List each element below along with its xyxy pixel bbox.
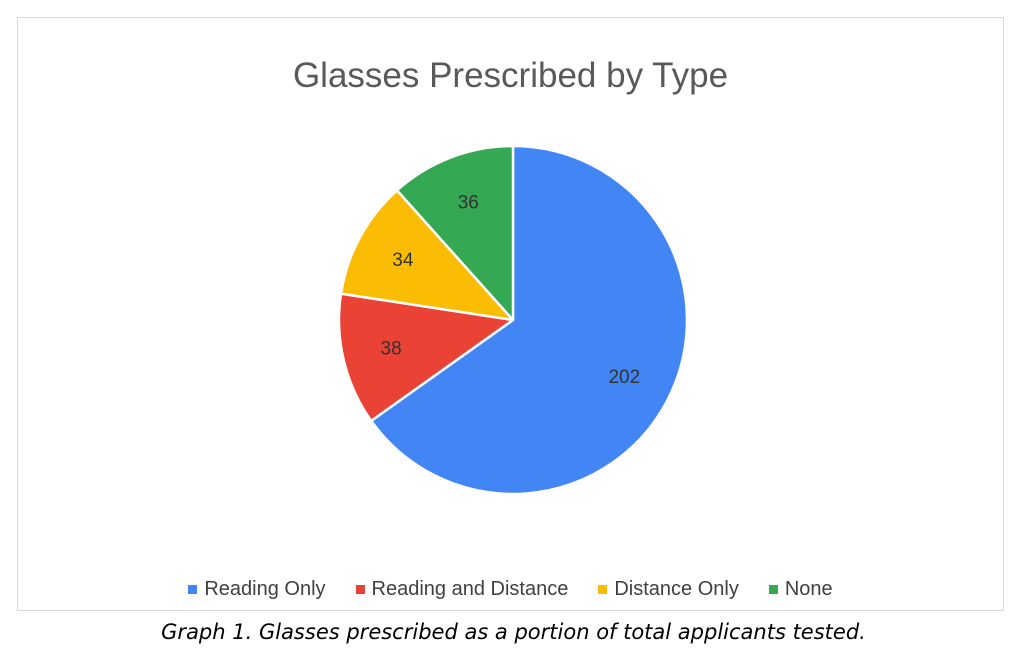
pie-slices [337,144,689,496]
pie-slice-reading-only [369,144,689,496]
pie-slice-reading-and-distance [337,292,515,423]
legend-swatch [768,585,778,594]
data-label-distance-only: 34 [392,250,414,271]
data-label-reading-only: 202 [608,367,640,388]
figure-caption: Graph 1. Glasses prescribed as a portion… [161,620,866,644]
legend-swatch [188,585,198,594]
legend-item-distance-only: Distance Only [598,578,739,601]
legend-item-none: None [768,578,833,601]
legend-item-reading-only: Reading Only [188,578,326,601]
legend-swatch [598,585,608,594]
chart-title: Glasses Prescribed by Type [292,56,729,95]
data-label-reading-and-distance: 38 [381,338,402,359]
legend-label: Reading Only [204,578,326,600]
pie-data-labels: 202 38 34 36 [381,192,641,387]
legend-label: Distance Only [614,578,739,600]
pie-chart: 202 38 34 36 [337,144,689,496]
data-label-none: 36 [458,192,479,213]
legend-label: Reading and Distance [371,578,569,600]
pie-slice-distance-only [339,189,515,322]
legend-item-reading-and-distance: Reading and Distance [355,578,569,601]
legend-swatch [355,585,365,594]
legend-label: None [784,578,833,600]
pie-slice-none [395,144,515,322]
chart-legend: Reading Only Reading and Distance Distance… [18,578,1003,601]
chart-frame: Glasses Prescribed by Type 202 38 34 36 Rea… [17,17,1004,611]
